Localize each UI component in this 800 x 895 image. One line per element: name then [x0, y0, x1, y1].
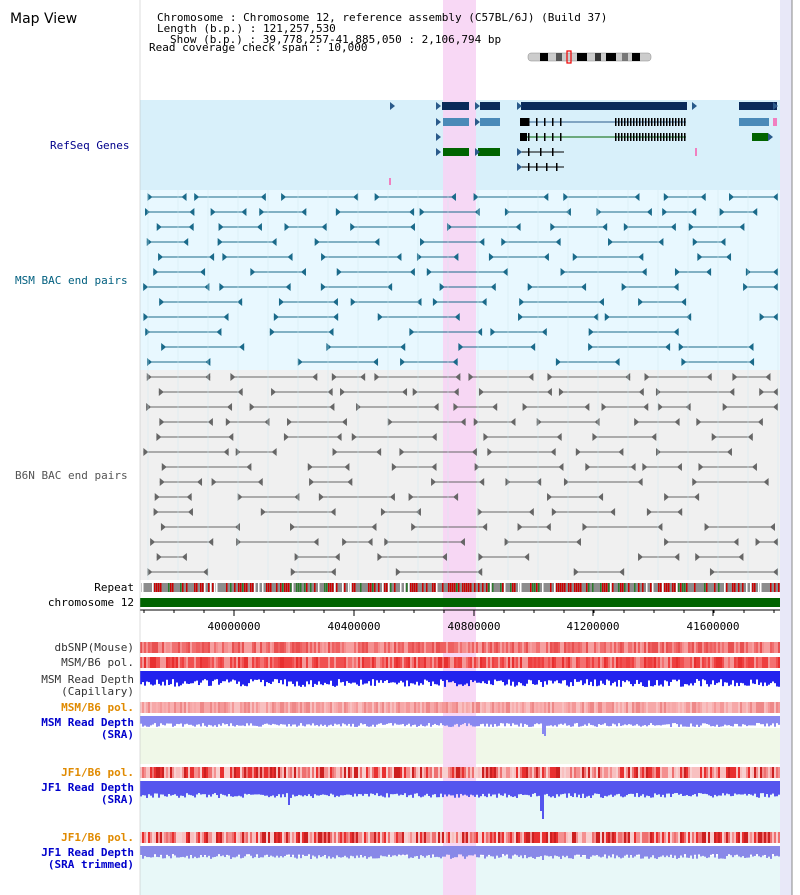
msm-depth-sra-track[interactable]	[140, 716, 780, 736]
msm-depth-sra-label: MSM Read Depth	[41, 716, 134, 729]
read-coverage-span-info: Read coverage check span : 10,000	[149, 41, 368, 54]
refseq-exons	[390, 102, 778, 171]
jf1-depth-sra-label: JF1 Read Depth	[41, 781, 134, 794]
axis-tick-label: 40400000	[328, 620, 381, 633]
repeat-track[interactable]	[140, 583, 780, 592]
msm-depth-capillary-label: MSM Read Depth	[41, 673, 134, 686]
msm-pol-heat-strip[interactable]	[140, 657, 780, 668]
msm-depth-capillary-track[interactable]	[140, 671, 780, 687]
axis-tick-label: 40800000	[448, 620, 501, 633]
refseq-genes-label: RefSeq Genes	[50, 139, 129, 152]
jf1-depth-trimmed-track[interactable]	[140, 846, 780, 860]
show-range-info: Show (b.p.) : 39,778,257-41,885,050 : 2,…	[170, 33, 501, 46]
b6n-bac-end-pairs-label: B6N BAC end pairs	[15, 469, 128, 482]
msm-pol-label: MSM/B6 pol.	[61, 656, 134, 669]
page-title: Map View	[10, 11, 77, 27]
position-axis	[140, 609, 780, 616]
jf1-depth-trimmed-sublabel: (SRA trimmed)	[48, 858, 134, 871]
jf1-depth-trimmed-label: JF1 Read Depth	[41, 846, 134, 859]
axis-tick-labels: 40000000 40400000 40800000 41200000 4160…	[208, 620, 740, 633]
chromosome-bar[interactable]	[140, 598, 780, 607]
dbsnp-label: dbSNP(Mouse)	[55, 641, 134, 654]
msm-bac-end-pairs-label: MSM BAC end pairs	[15, 274, 128, 287]
dbsnp-heat-strip[interactable]	[140, 642, 780, 653]
msm-bac-pairs[interactable]	[143, 193, 778, 366]
jf1-depth-sra-track[interactable]	[140, 781, 780, 819]
jf1-pol-2-heat-strip[interactable]	[140, 832, 780, 843]
repeat-label: Repeat	[94, 581, 134, 594]
axis-tick-label: 41600000	[687, 620, 740, 633]
jf1-pol-label: JF1/B6 pol.	[61, 766, 134, 779]
length-info: Length (b.p.) : 121,257,530	[157, 22, 336, 35]
msm-depth-sra-sublabel: (SRA)	[101, 728, 134, 741]
ideogram-position-marker	[566, 50, 572, 64]
axis-tick-label: 41200000	[567, 620, 620, 633]
msm-pol-2-heat-strip[interactable]	[140, 702, 780, 713]
right-scroll-margin	[780, 0, 792, 895]
jf1-depth-sra-sublabel: (SRA)	[101, 793, 134, 806]
msm-pol-2-label: MSM/B6 pol.	[61, 701, 134, 714]
axis-tick-label: 40000000	[208, 620, 261, 633]
jf1-pol-2-label: JF1/B6 pol.	[61, 831, 134, 844]
jf1-pol-heat-strip[interactable]	[140, 767, 780, 778]
chromosome-label: chromosome 12	[48, 596, 134, 609]
msm-depth-capillary-sublabel: (Capillary)	[61, 685, 134, 698]
chromosome-ideogram[interactable]	[527, 50, 652, 64]
chromosome-info: Chromosome : Chromosome 12, reference as…	[157, 11, 607, 24]
